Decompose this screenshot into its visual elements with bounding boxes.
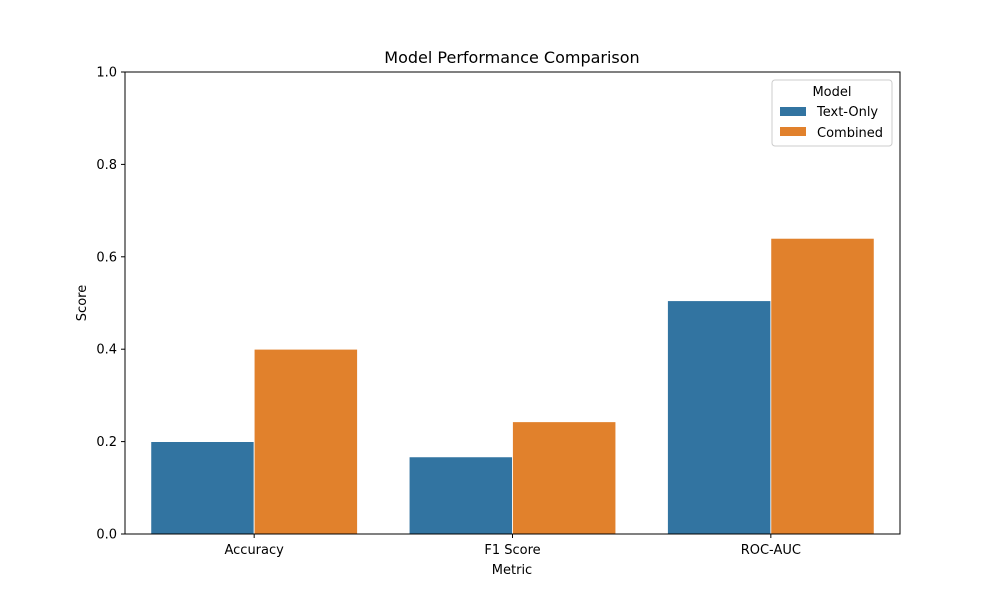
- bar-combined-roc-auc: [770, 237, 875, 535]
- y-tick-label: 0.2: [96, 435, 117, 450]
- legend-title: Model: [812, 85, 851, 100]
- bars-layer: [150, 237, 875, 535]
- legend-swatch-combined: [780, 127, 806, 136]
- y-tick-label: 0.8: [96, 158, 117, 173]
- legend-label-text-only: Text-Only: [816, 105, 878, 120]
- plot-frame: [124, 71, 901, 535]
- y-axis-title: Score: [75, 285, 90, 321]
- bar-combined-accuracy: [253, 348, 358, 535]
- y-axis-ticks: 0.0 0.2 0.4 0.6 0.8 1.0: [96, 66, 125, 543]
- y-tick-label: 0.4: [96, 343, 117, 358]
- y-tick-label: 0.6: [96, 250, 117, 265]
- bar-text-only-accuracy: [150, 441, 255, 535]
- legend-label-combined: Combined: [817, 126, 883, 141]
- bar-text-only-roc-auc: [667, 300, 772, 535]
- x-tick-label: F1 Score: [484, 543, 540, 558]
- y-tick-label: 0.0: [96, 528, 117, 543]
- x-axis-ticks: Accuracy F1 Score ROC-AUC: [224, 534, 801, 558]
- chart-title: Model Performance Comparison: [384, 48, 639, 67]
- x-tick-label: ROC-AUC: [741, 543, 801, 558]
- bar-combined-f1-score: [512, 421, 617, 535]
- legend-swatch-text-only: [780, 107, 806, 116]
- y-tick-label: 1.0: [96, 66, 117, 81]
- bar-text-only-f1-score: [408, 456, 513, 535]
- x-tick-label: Accuracy: [224, 543, 284, 558]
- legend: Model Text-Only Combined: [771, 79, 893, 147]
- x-axis-title: Metric: [492, 563, 532, 578]
